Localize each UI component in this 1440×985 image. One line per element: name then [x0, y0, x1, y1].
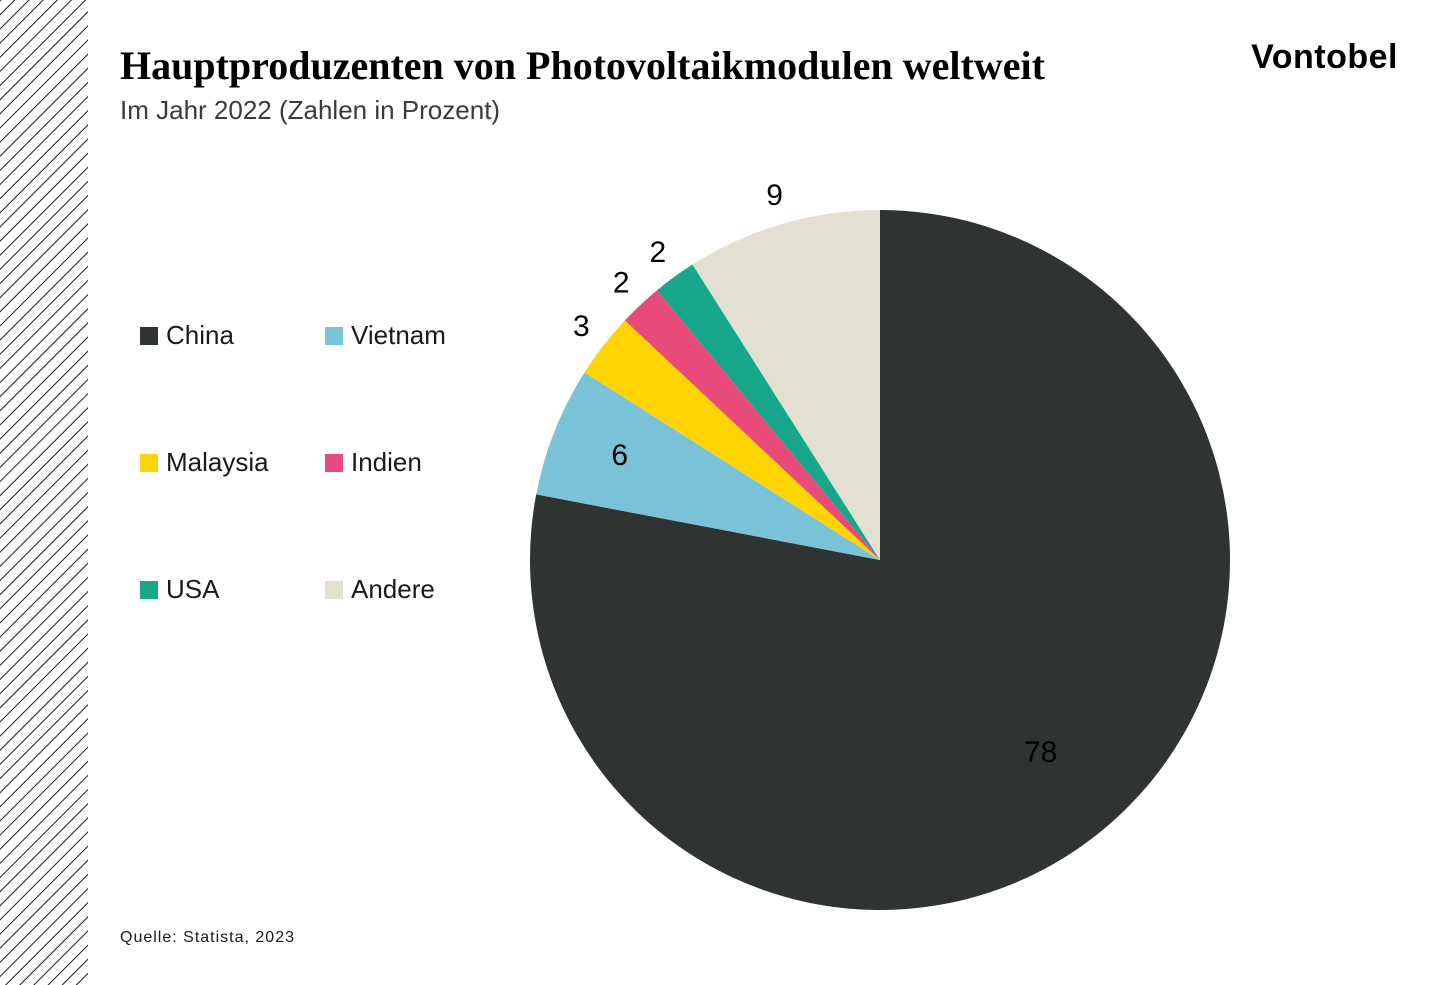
page: Hauptproduzenten von Photovoltaikmodulen…	[0, 0, 1440, 985]
legend-item: Andere	[325, 574, 480, 605]
slice-value-label: 3	[573, 310, 590, 343]
legend-label: Indien	[351, 447, 422, 478]
legend-swatch	[325, 327, 343, 345]
legend-item: USA	[140, 574, 295, 605]
chart-title: Hauptproduzenten von Photovoltaikmodulen…	[120, 42, 1400, 89]
legend-item: Vietnam	[325, 320, 480, 351]
legend: China Vietnam Malaysia Indien USA Andere	[140, 320, 480, 605]
slice-value-label: 2	[649, 236, 666, 269]
legend-swatch	[325, 581, 343, 599]
legend-swatch	[325, 454, 343, 472]
header: Hauptproduzenten von Photovoltaikmodulen…	[120, 42, 1400, 126]
legend-swatch	[140, 454, 158, 472]
legend-item: China	[140, 320, 295, 351]
legend-label: Malaysia	[166, 447, 269, 478]
legend-label: Andere	[351, 574, 435, 605]
legend-label: China	[166, 320, 234, 351]
legend-swatch	[140, 327, 158, 345]
hatch-strip	[0, 0, 88, 985]
legend-label: USA	[166, 574, 219, 605]
legend-label: Vietnam	[351, 320, 446, 351]
legend-item: Indien	[325, 447, 480, 478]
legend-swatch	[140, 581, 158, 599]
slice-value-label: 9	[766, 180, 783, 212]
pie-chart: 7863229	[500, 180, 1260, 940]
source-line: Quelle: Statista, 2023	[120, 929, 295, 947]
slice-value-label: 78	[1024, 736, 1057, 769]
slice-value-label: 6	[611, 439, 628, 472]
brand-logo: Vontobel	[1251, 38, 1398, 77]
slice-value-label: 2	[613, 266, 630, 299]
legend-item: Malaysia	[140, 447, 295, 478]
chart-subtitle: Im Jahr 2022 (Zahlen in Prozent)	[120, 95, 1400, 126]
